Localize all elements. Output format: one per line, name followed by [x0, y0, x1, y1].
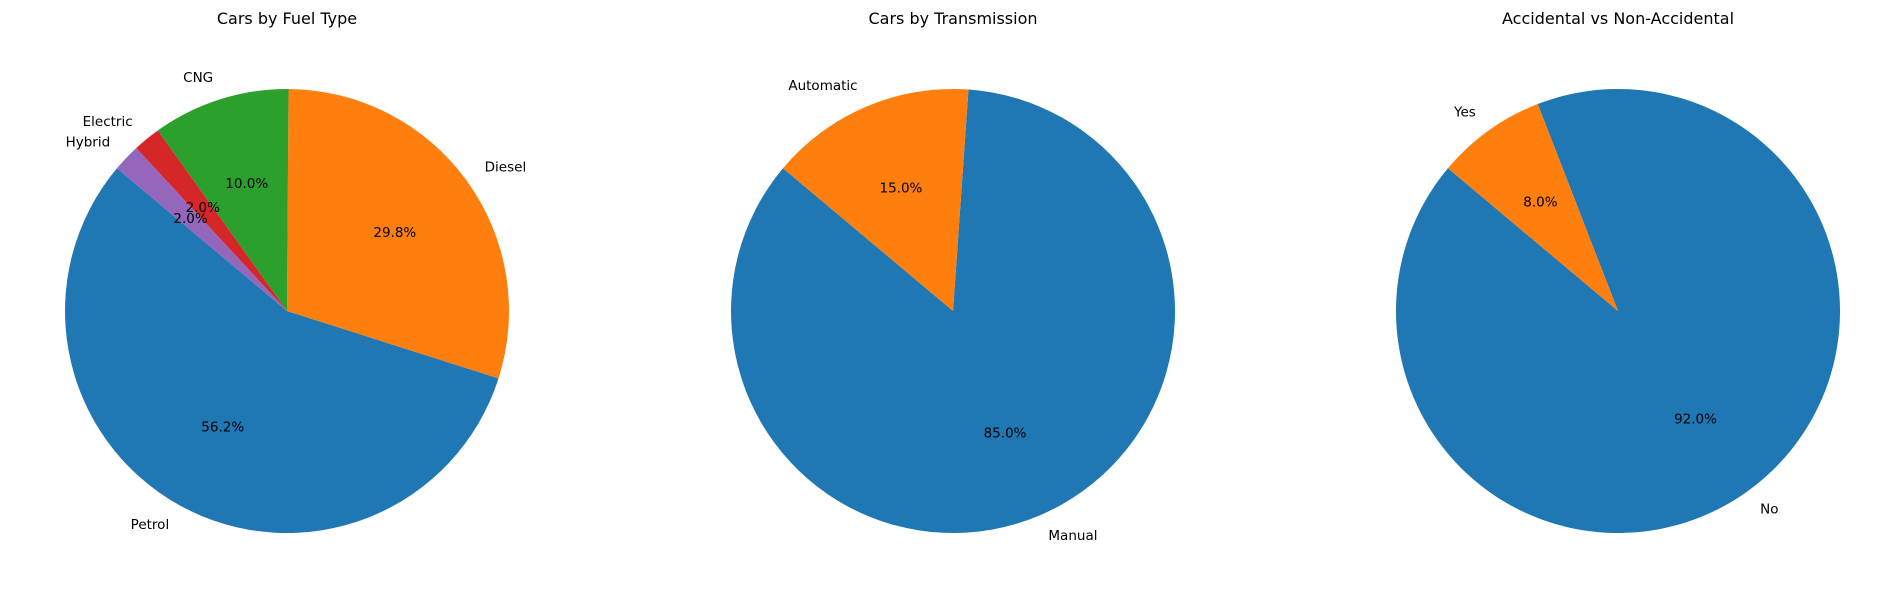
pie-chart-fuel-type: Cars by Fuel Type Petrol 56.2% Diesel 29.8%… — [65, 9, 527, 533]
pie-slice-petrol — [65, 168, 499, 533]
pct-label-electric: 2.0% — [186, 200, 220, 216]
chart-title: Accidental vs Non-Accidental — [1502, 9, 1734, 28]
pie-slice-automatic — [782, 89, 969, 311]
pct-label-automatic: 15.0% — [880, 180, 923, 196]
pie-slice-hybrid — [116, 148, 287, 311]
pie-panel-accidental: Accidental vs Non-Accidental No 92.0% Yes 8… — [1262, 0, 1893, 593]
pie-panel-transmission: Cars by Transmission Manual 85.0% Automati… — [631, 0, 1262, 593]
pie-labels: Manual 85.0% Automatic 15.0% — [788, 78, 1097, 544]
slice-label-diesel: Diesel — [485, 160, 527, 176]
slice-label-hybrid: Hybrid — [66, 135, 111, 151]
pie-chart-transmission: Cars by Transmission Manual 85.0% Automati… — [731, 9, 1175, 544]
pie-slice-cng — [157, 89, 289, 311]
slice-label-cng: CNG — [183, 70, 213, 86]
pie-slice-electric — [136, 130, 287, 311]
slice-label-electric: Electric — [83, 114, 133, 130]
slice-label-petrol: Petrol — [131, 517, 170, 533]
pct-label-yes: 8.0% — [1523, 195, 1557, 211]
chart-title: Cars by Fuel Type — [217, 9, 357, 28]
pie-slice-manual — [731, 89, 1175, 534]
slice-label-yes: Yes — [1453, 104, 1476, 120]
pie-slices — [731, 89, 1175, 534]
slice-label-automatic: Automatic — [788, 78, 857, 94]
pie-slices — [1396, 88, 1840, 533]
pct-label-no: 92.0% — [1674, 411, 1717, 427]
pie-chart-accidental: Accidental vs Non-Accidental No 92.0% Yes 8… — [1396, 9, 1840, 533]
pie-slice-no — [1396, 88, 1840, 533]
pct-label-diesel: 29.8% — [373, 225, 416, 241]
pct-label-hybrid: 2.0% — [173, 211, 207, 227]
pie-labels: No 92.0% Yes 8.0% — [1453, 104, 1778, 517]
pct-label-cng: 10.0% — [225, 176, 268, 192]
pie-labels: Petrol 56.2% Diesel 29.8% CNG 10.0% Electric 2.… — [66, 70, 527, 533]
slice-label-no: No — [1760, 502, 1778, 518]
slice-label-manual: Manual — [1048, 528, 1097, 544]
pct-label-manual: 85.0% — [984, 426, 1027, 442]
pie-panel-fuel-type: Cars by Fuel Type Petrol 56.2% Diesel 29.8%… — [0, 0, 631, 593]
chart-title: Cars by Transmission — [868, 9, 1037, 28]
pie-slice-diesel — [287, 89, 509, 379]
pie-slices — [65, 89, 509, 533]
pct-label-petrol: 56.2% — [201, 420, 244, 436]
pie-slice-yes — [1447, 104, 1618, 312]
